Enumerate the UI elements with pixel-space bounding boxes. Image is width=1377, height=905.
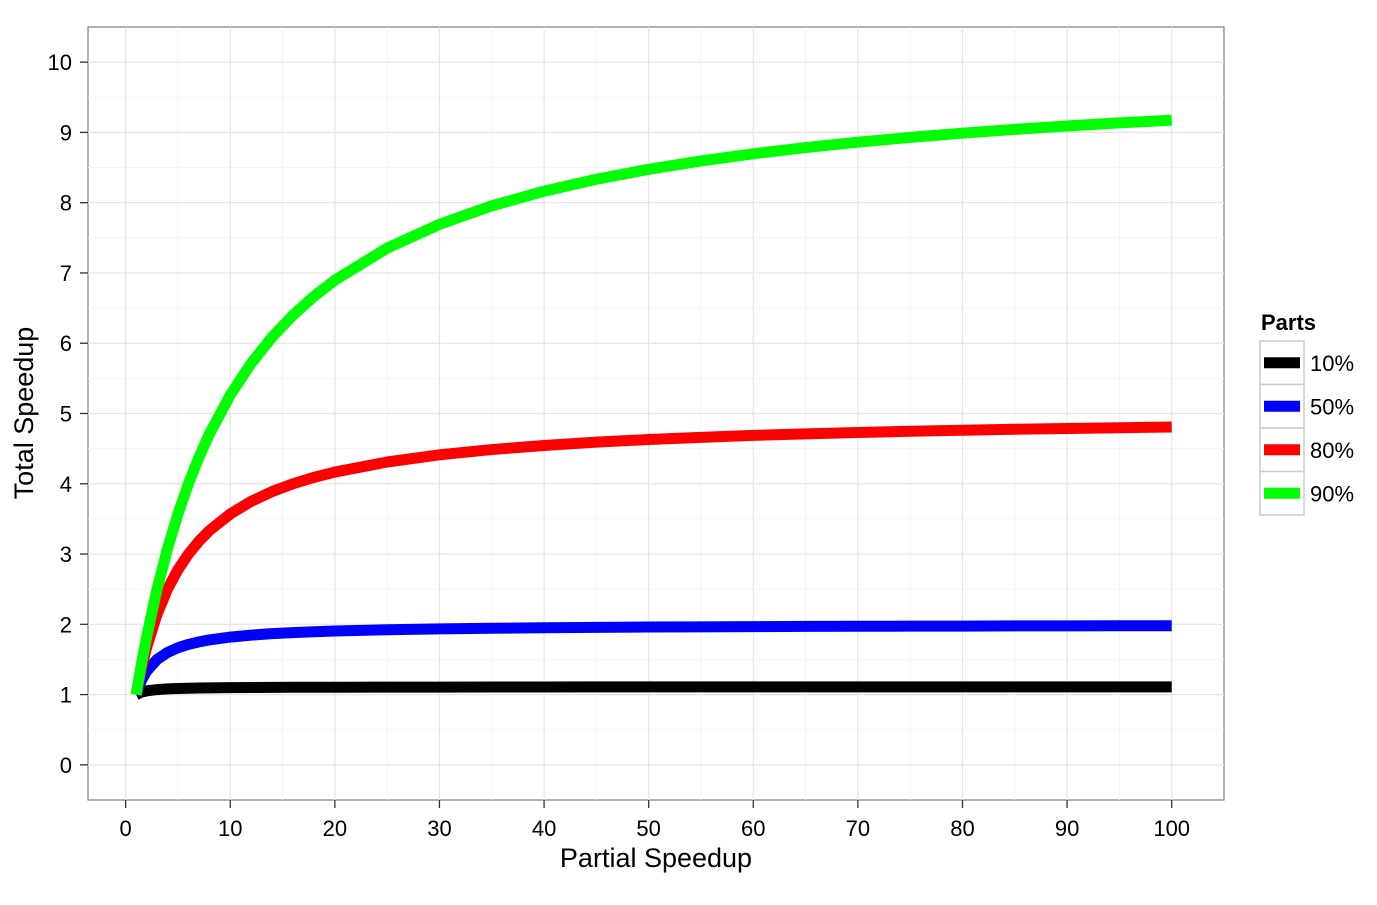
x-axis-title: Partial Speedup <box>560 843 752 873</box>
x-tick-label: 10 <box>218 816 242 841</box>
x-tick-label: 40 <box>532 816 556 841</box>
x-tick-label: 50 <box>636 816 660 841</box>
y-axis-title: Total Speedup <box>9 327 39 500</box>
series-lines <box>130 114 1172 700</box>
x-tick-label: 60 <box>741 816 765 841</box>
y-tick-label: 7 <box>60 261 72 286</box>
y-tick-label: 9 <box>60 120 72 145</box>
y-tick-label: 4 <box>60 472 72 497</box>
y-tick-label: 0 <box>60 753 72 778</box>
x-tick-label: 30 <box>427 816 451 841</box>
y-tick-label: 5 <box>60 402 72 427</box>
x-tick-label: 20 <box>323 816 347 841</box>
series-line-90pct <box>130 114 1172 696</box>
x-tick-label: 0 <box>120 816 132 841</box>
y-tick-label: 1 <box>60 683 72 708</box>
series-line-80pct <box>130 421 1172 696</box>
legend-title: Parts <box>1261 310 1316 335</box>
y-tick-label: 3 <box>60 542 72 567</box>
x-tick-label: 80 <box>950 816 974 841</box>
x-tick-label: 90 <box>1055 816 1079 841</box>
x-tick-label: 100 <box>1153 816 1190 841</box>
legend-label: 80% <box>1310 438 1354 463</box>
legend-label: 10% <box>1310 351 1354 376</box>
x-axis: 0 10 20 30 40 50 60 70 80 90 100 <box>120 800 1190 841</box>
y-axis: 0 1 2 3 4 5 6 7 8 9 10 <box>48 50 88 778</box>
legend: Parts 10% 50% 80% 90% <box>1259 310 1354 516</box>
y-tick-label: 10 <box>48 50 72 75</box>
y-tick-label: 6 <box>60 331 72 356</box>
y-tick-label: 8 <box>60 191 72 216</box>
legend-label: 50% <box>1310 395 1354 420</box>
series-line-10pct <box>133 681 1172 700</box>
y-tick-label: 2 <box>60 612 72 637</box>
series-line-50pct <box>130 620 1172 697</box>
legend-label: 90% <box>1310 482 1354 507</box>
x-tick-label: 70 <box>846 816 870 841</box>
